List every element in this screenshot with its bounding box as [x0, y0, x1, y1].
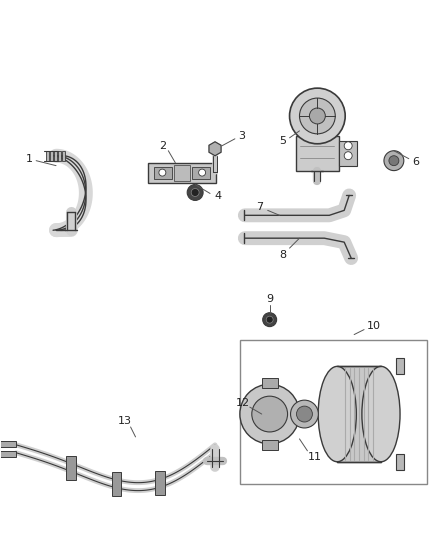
Bar	[192, 167, 210, 179]
Bar	[262, 378, 278, 388]
Text: 6: 6	[412, 157, 419, 167]
Bar	[148, 163, 216, 182]
Bar	[67, 456, 76, 480]
Circle shape	[266, 316, 273, 323]
Bar	[174, 165, 190, 181]
Bar	[0, 441, 16, 447]
Bar	[155, 471, 165, 495]
Bar	[112, 472, 121, 496]
Text: 4: 4	[215, 191, 222, 201]
Text: 8: 8	[279, 250, 286, 260]
Text: 11: 11	[307, 452, 321, 462]
Text: 5: 5	[279, 136, 286, 146]
Bar	[240, 340, 427, 483]
Circle shape	[290, 400, 318, 428]
Text: 3: 3	[238, 131, 245, 141]
Circle shape	[198, 169, 205, 176]
Text: 13: 13	[117, 416, 131, 426]
Circle shape	[290, 88, 345, 144]
Bar	[46, 151, 49, 160]
Bar	[396, 454, 404, 470]
Text: 7: 7	[256, 203, 263, 212]
Circle shape	[159, 169, 166, 176]
Bar	[155, 167, 172, 179]
Bar	[50, 151, 53, 160]
Circle shape	[252, 396, 288, 432]
Text: 10: 10	[367, 321, 381, 330]
Text: 2: 2	[159, 141, 166, 151]
Text: 1: 1	[26, 154, 33, 164]
Bar	[296, 136, 339, 171]
Circle shape	[263, 313, 277, 327]
Ellipse shape	[362, 366, 400, 462]
Circle shape	[297, 406, 312, 422]
Circle shape	[344, 152, 352, 160]
Bar	[54, 151, 57, 160]
Circle shape	[240, 384, 300, 444]
Circle shape	[384, 151, 404, 171]
Circle shape	[389, 156, 399, 166]
Text: 9: 9	[266, 294, 273, 304]
Circle shape	[187, 184, 203, 200]
Bar	[337, 366, 381, 462]
Circle shape	[191, 189, 199, 197]
Bar	[0, 451, 16, 457]
Ellipse shape	[318, 366, 357, 462]
Polygon shape	[209, 142, 221, 156]
Circle shape	[309, 108, 325, 124]
Text: 12: 12	[236, 398, 250, 408]
Circle shape	[344, 142, 352, 150]
Bar	[396, 358, 404, 374]
Bar	[62, 151, 65, 160]
Bar	[262, 440, 278, 450]
Bar	[339, 141, 357, 166]
Circle shape	[300, 98, 335, 134]
Bar	[58, 151, 61, 160]
